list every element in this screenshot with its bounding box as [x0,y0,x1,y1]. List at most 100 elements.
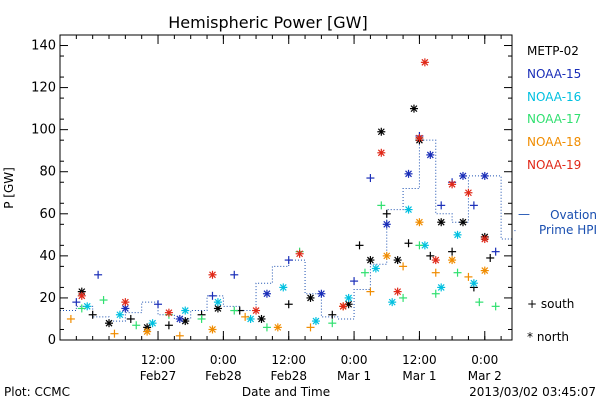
data-point-noaa-19-north [252,306,261,315]
data-point-noaa-16-north [148,319,157,328]
footer-timestamp: 2013/03/02 03:45:07 [469,385,596,399]
data-point-noaa-16-north [388,298,397,307]
legend-item-noaa-17: NOAA-17 [527,112,582,127]
x-axis-label: Date and Time [242,385,330,399]
data-point-noaa-18-north [448,256,457,265]
y-tick-label: 100 [31,123,56,138]
x-tick-label-hour: 12:00 [402,353,437,367]
data-point-noaa-19-north [480,235,489,244]
data-point-metp-02-south [284,300,293,309]
data-point-metp-02-north [393,256,402,265]
ovation-series-line [60,139,516,322]
chart-title: Hemispheric Power [GW] [168,13,367,32]
data-point-metp-02-south [382,209,391,218]
data-point-noaa-19-north [208,270,217,279]
data-point-metp-02-north [257,314,266,323]
data-point-metp-02-south [355,241,364,250]
data-point-noaa-15-north [480,171,489,180]
data-point-noaa-18-south [241,312,250,321]
data-point-metp-02-north [105,319,114,328]
plot-frame [59,34,513,341]
data-point-noaa-16-north [453,230,462,239]
data-point-noaa-18-south [66,314,75,323]
data-point-noaa-18-north [208,325,217,334]
x-tick-label-date: Feb28 [205,369,242,383]
data-point-noaa-16-north [404,205,413,214]
data-point-noaa-17-south [475,298,484,307]
legend-item-noaa-16: NOAA-16 [527,89,582,104]
data-point-noaa-17-south [262,323,271,332]
data-point-noaa-16-north [420,241,429,250]
footer-source: Plot: CCMC [4,385,70,399]
x-tick-label-hour: 12:00 [271,353,306,367]
data-point-noaa-15-south [208,291,217,300]
data-point-noaa-15-south [491,247,500,256]
data-point-noaa-15-south [437,201,446,210]
data-point-noaa-18-north [273,323,282,332]
data-point-noaa-18-south [399,262,408,271]
data-point-noaa-15-south [94,270,103,279]
data-point-noaa-19-north [377,148,386,157]
data-point-noaa-19-north [164,308,173,317]
data-point-noaa-17-south [132,321,141,330]
data-point-noaa-16-north [115,310,124,319]
data-point-noaa-15-south [72,298,81,307]
data-point-noaa-16-north [246,314,255,323]
data-point-metp-02-north [458,218,467,227]
data-point-noaa-16-north [344,293,353,302]
data-point-noaa-16-north [279,283,288,292]
data-point-noaa-15-south [284,256,293,265]
data-point-noaa-15-south [154,300,163,309]
data-point-metp-02-north [437,218,446,227]
legend-item-noaa-18: NOAA-18 [527,135,582,150]
y-tick-label: 20 [39,291,56,306]
data-point-noaa-16-north [311,317,320,326]
data-point-noaa-15-south [230,270,239,279]
data-point-noaa-17-south [77,304,86,313]
y-tick-label: 40 [39,249,56,264]
legend-item-metp-02: METP-02 [527,44,579,58]
data-point-noaa-17-south [99,296,108,305]
legend-item-noaa-19: NOAA-19 [527,157,582,172]
data-point-noaa-16-north [181,306,190,315]
x-tick-label-date: Feb27 [140,369,177,383]
data-point-metp-02-south [426,251,435,260]
data-point-noaa-18-north [415,218,424,227]
data-point-noaa-15-north [404,169,413,178]
data-point-noaa-17-south [197,314,206,323]
data-point-noaa-17-south [431,289,440,298]
y-tick-label: 140 [31,39,56,54]
data-point-noaa-19-north [415,134,424,143]
data-point-noaa-18-south [175,331,184,340]
data-point-noaa-15-south [350,277,359,286]
data-point-noaa-19-north [431,256,440,265]
data-point-noaa-17-south [328,319,337,328]
data-point-noaa-19-north [121,298,130,307]
ovation-legend-label: Ovation Prime HPI [539,208,597,237]
data-point-noaa-19-north [420,58,429,67]
data-point-noaa-15-south [469,201,478,210]
data-point-noaa-18-south [366,287,375,296]
data-point-metp-02-south [164,321,173,330]
data-point-noaa-18-north [480,266,489,275]
data-point-noaa-18-south [431,268,440,277]
data-point-noaa-17-south [415,241,424,250]
x-tick-label-date: Feb28 [270,369,307,383]
asterisk-symbol-icon: * [527,330,533,344]
x-tick-label-hour: 0:00 [471,353,498,367]
south-symbol-legend: + south [527,297,574,311]
data-point-noaa-15-north [262,289,271,298]
data-point-noaa-19-north [77,291,86,300]
ovation-legend-dash: — [518,207,530,221]
legend-item-noaa-15: NOAA-15 [527,66,582,81]
data-point-noaa-17-south [377,201,386,210]
data-point-noaa-15-north [382,220,391,229]
x-tick-label-date: Mar 1 [337,369,371,383]
data-point-noaa-19-north [295,249,304,258]
data-point-noaa-19-north [464,188,473,197]
data-point-metp-02-south [126,314,135,323]
data-point-noaa-15-north [458,171,467,180]
data-point-noaa-18-south [464,272,473,281]
x-tick-label-date: Mar 2 [468,369,502,383]
data-point-noaa-19-north [339,302,348,311]
